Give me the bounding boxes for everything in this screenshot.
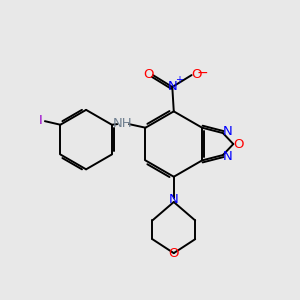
Text: O: O [143,68,154,81]
Text: N: N [223,125,233,138]
Text: O: O [169,247,179,260]
Text: N: N [169,193,179,206]
Text: N: N [168,80,178,93]
Text: N: N [223,150,233,163]
Text: NH: NH [112,117,132,130]
Text: −: − [196,66,208,80]
Text: I: I [38,114,42,127]
Text: O: O [191,68,201,81]
Text: +: + [175,76,183,85]
Text: O: O [233,138,244,151]
